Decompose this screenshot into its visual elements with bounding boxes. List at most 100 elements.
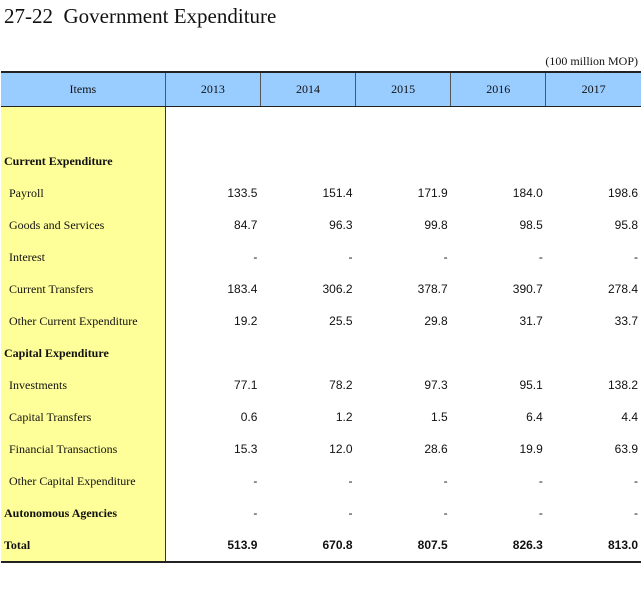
row-label: Goods and Services — [1, 209, 166, 241]
value-cell: 98.5 — [519, 218, 543, 232]
row-label: Interest — [1, 241, 166, 273]
value-cell: 95.1 — [519, 378, 543, 392]
value-cell: 12.0 — [329, 442, 353, 456]
value-cell: 306.2 — [322, 282, 353, 296]
value-cell: - — [443, 474, 448, 488]
header-items: Items — [1, 71, 166, 107]
value-cell: - — [348, 250, 353, 264]
value-cell: - — [538, 506, 543, 520]
table-row: Interest - - - - - — [1, 241, 641, 273]
header-row: Items 2013 2014 2015 2016 2017 — [1, 71, 641, 107]
value-cell — [260, 145, 355, 177]
value-cell: 1.2 — [335, 410, 353, 424]
value-cell: 99.8 — [424, 218, 448, 232]
value-cell: - — [538, 250, 543, 264]
value-cell — [451, 145, 546, 177]
row-label: Total — [1, 529, 166, 563]
value-cell — [356, 337, 451, 369]
table-row: Other Current Expenditure 19.2 25.5 29.8 31.… — [1, 305, 641, 337]
value-cell: 513.9 — [165, 529, 261, 563]
value-cell: 63.9 — [614, 442, 638, 456]
value-cell: - — [253, 506, 258, 520]
header-year: 2016 — [450, 71, 547, 107]
page-title: 27-22 Government Expenditure — [4, 4, 277, 28]
value-cell: 670.8 — [260, 529, 356, 563]
table-row: Capital Transfers 0.6 1.2 1.5 6.4 4.4 — [1, 401, 641, 433]
value-cell: - — [538, 474, 543, 488]
value-cell: 96.3 — [329, 218, 353, 232]
value-cell: 95.8 — [614, 218, 638, 232]
value-cell: 390.7 — [512, 282, 543, 296]
value-cell — [165, 337, 260, 369]
value-cell: 25.5 — [329, 314, 353, 328]
row-label: Current Transfers — [1, 273, 166, 305]
value-cell: 4.4 — [621, 410, 638, 424]
row-label: Capital Transfers — [1, 401, 166, 433]
row-label: Investments — [1, 369, 166, 401]
row-label: Other Capital Expenditure — [1, 465, 166, 497]
table-row: Capital Expenditure — [1, 337, 641, 369]
value-cell: 77.1 — [234, 378, 258, 392]
table-row: Payroll 133.5 151.4 171.9 184.0 198.6 — [1, 177, 641, 209]
value-cell: - — [634, 250, 638, 264]
value-cell: 151.4 — [322, 186, 353, 200]
table-row: Total 513.9 670.8 807.5 826.3 813.0 — [1, 529, 641, 563]
row-label: Other Current Expenditure — [1, 305, 166, 337]
header-year: 2015 — [355, 71, 452, 107]
value-cell: 33.7 — [614, 314, 638, 328]
value-cell: 84.7 — [234, 218, 258, 232]
value-cell: 19.2 — [234, 314, 258, 328]
value-cell: - — [443, 506, 448, 520]
table-row: Current Transfers 183.4 306.2 378.7 390.7 278… — [1, 273, 641, 305]
table-row: Investments 77.1 78.2 97.3 95.1 138.2 — [1, 369, 641, 401]
value-cell: - — [253, 250, 258, 264]
value-cell: 78.2 — [329, 378, 353, 392]
value-cell: 19.9 — [519, 442, 543, 456]
row-label: Financial Transactions — [1, 433, 166, 465]
value-cell — [356, 145, 451, 177]
value-cell: 171.9 — [417, 186, 448, 200]
value-cell: 813.0 — [545, 529, 641, 563]
value-cell: 6.4 — [526, 410, 543, 424]
value-cell — [546, 337, 641, 369]
value-cell: 15.3 — [234, 442, 258, 456]
row-label: Capital Expenditure — [1, 337, 166, 369]
value-cell: - — [348, 474, 353, 488]
value-cell: 378.7 — [417, 282, 448, 296]
value-cell: - — [348, 506, 353, 520]
value-cell: 807.5 — [355, 529, 451, 563]
table-row: Financial Transactions 15.3 12.0 28.6 19.9 63… — [1, 433, 641, 465]
table-row: Current Expenditure — [1, 145, 641, 177]
value-cell: 97.3 — [424, 378, 448, 392]
value-cell: - — [634, 506, 638, 520]
value-cell: 278.4 — [607, 282, 638, 296]
row-label: Current Expenditure — [1, 145, 166, 177]
table-row: Goods and Services 84.7 96.3 99.8 98.5 95.8 — [1, 209, 641, 241]
value-cell: 28.6 — [424, 442, 448, 456]
value-cell: - — [634, 474, 638, 488]
value-cell — [546, 145, 641, 177]
value-cell: 29.8 — [424, 314, 448, 328]
spacer-cell — [1, 106, 166, 145]
value-cell: 183.4 — [227, 282, 258, 296]
table-row: Autonomous Agencies - - - - - — [1, 497, 641, 529]
value-cell: 826.3 — [450, 529, 546, 563]
value-cell: 198.6 — [607, 186, 638, 200]
value-cell: 184.0 — [512, 186, 543, 200]
value-cell: 0.6 — [240, 410, 258, 424]
value-cell: - — [253, 474, 258, 488]
value-cell — [165, 145, 260, 177]
table-row: Other Capital Expenditure - - - - - — [1, 465, 641, 497]
spacer-row — [1, 106, 641, 145]
value-cell — [260, 337, 355, 369]
header-year: 2017 — [545, 71, 641, 107]
header-year: 2014 — [260, 71, 357, 107]
header-year: 2013 — [165, 71, 261, 107]
row-label: Payroll — [1, 177, 166, 209]
row-label: Autonomous Agencies — [1, 497, 166, 529]
value-cell: 138.2 — [607, 378, 638, 392]
value-cell: - — [443, 250, 448, 264]
value-cell: 1.5 — [430, 410, 448, 424]
unit-note: (100 million MOP) — [545, 54, 638, 68]
value-cell — [451, 337, 546, 369]
